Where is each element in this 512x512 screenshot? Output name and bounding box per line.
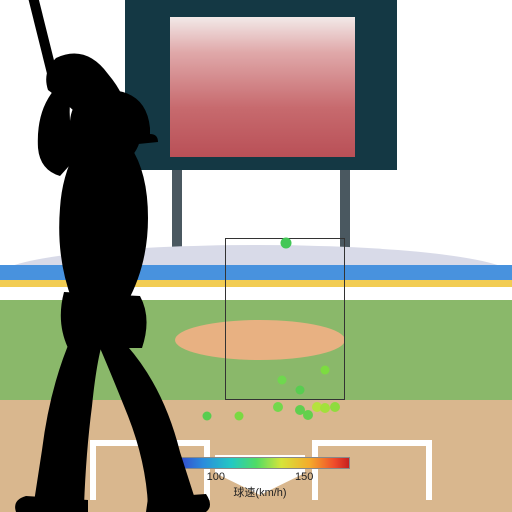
legend-tick: 150: [295, 471, 313, 483]
pitch-marker: [273, 402, 283, 412]
pitch-marker: [296, 386, 305, 395]
batter-silhouette: [0, 0, 255, 512]
pitch-marker: [281, 238, 292, 249]
pitch-marker: [330, 402, 340, 412]
pitch-location-plot: . 100 . 150 . 球速(km/h): [0, 0, 512, 512]
pitch-marker: [320, 403, 330, 413]
pitch-marker: [303, 410, 313, 420]
pitch-marker: [321, 366, 330, 375]
pitch-marker: [278, 376, 287, 385]
